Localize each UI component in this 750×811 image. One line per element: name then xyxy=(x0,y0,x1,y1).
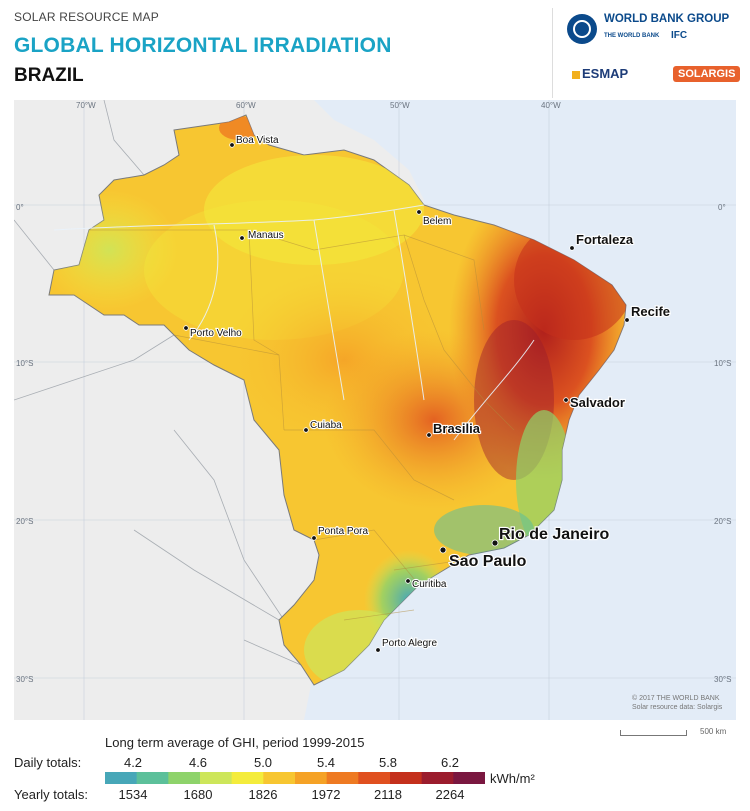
lat-label: 30°S xyxy=(714,675,731,684)
legend-yearly-tick: 2118 xyxy=(374,787,402,802)
legend-yearly-tick: 1534 xyxy=(118,787,148,802)
legend-daily-label: Daily totals: xyxy=(14,755,82,770)
city-label: Porto Velho xyxy=(190,328,242,339)
legend-yearly-tick: 1826 xyxy=(248,787,278,802)
city-dot xyxy=(311,535,317,541)
rivers xyxy=(53,204,535,441)
legend-daily-tick: 6.2 xyxy=(440,755,460,770)
legend-swatch xyxy=(200,772,233,784)
world-bank-name: WORLD BANK GROUP xyxy=(604,13,730,25)
city-dot xyxy=(439,546,447,554)
city-dot xyxy=(229,142,235,148)
page-title: GLOBAL HORIZONTAL IRRADIATION xyxy=(14,34,392,57)
legend-daily-tick: 5.0 xyxy=(253,755,273,770)
city-layer: Boa Vista Manaus Belem Fortaleza Recife Porto… xyxy=(183,134,671,653)
city-dot xyxy=(405,578,411,584)
country-borders xyxy=(14,100,302,666)
city-dot xyxy=(624,317,630,323)
city-dot xyxy=(416,209,422,215)
city-label: Sao Paulo xyxy=(449,553,527,570)
legend-swatch xyxy=(105,772,138,784)
city-dot xyxy=(563,397,569,403)
city-label: Porto Alegre xyxy=(382,638,437,649)
legend-swatch xyxy=(421,772,454,784)
city-dot xyxy=(375,647,381,653)
lat-label: 30°S xyxy=(16,675,33,684)
lon-label: 50°W xyxy=(390,101,410,110)
city-label: Boa Vista xyxy=(236,135,279,146)
scale-label: 500 km xyxy=(700,727,727,736)
world-bank-logo: WORLD BANK GROUP THE WORLD BANK IFC xyxy=(567,12,742,52)
credit-line: © 2017 THE WORLD BANK xyxy=(632,695,720,702)
lat-label: 20°S xyxy=(714,517,731,526)
esmap-logo: ESMAP xyxy=(572,66,628,81)
city-label: Curitiba xyxy=(412,579,447,590)
legend-daily-tick: 4.6 xyxy=(188,755,208,770)
city-dot xyxy=(183,325,189,331)
legend-swatch xyxy=(453,772,485,784)
map-panel[interactable]: 70°W 60°W 50°W 40°W 0° 10°S 20°S 30°S 0°… xyxy=(14,100,736,720)
legend-yearly-label: Yearly totals: xyxy=(14,787,88,802)
lon-label: 70°W xyxy=(76,101,96,110)
lat-label: 0° xyxy=(16,203,24,212)
country-title: BRAZIL xyxy=(14,65,84,86)
city-label: Belem xyxy=(423,216,451,227)
legend-swatch xyxy=(295,772,328,784)
solar-map[interactable]: 70°W 60°W 50°W 40°W 0° 10°S 20°S 30°S 0°… xyxy=(14,100,736,720)
solargis-logo: SOLARGIS xyxy=(673,66,741,82)
state-borders xyxy=(89,229,515,621)
map-credits: © 2017 THE WORLD BANK Solar resource dat… xyxy=(632,694,722,712)
city-label: Manaus xyxy=(248,230,284,241)
city-label: Recife xyxy=(631,304,670,319)
city-label: Ponta Pora xyxy=(318,526,368,537)
legend-unit: kWh/m² xyxy=(490,771,535,786)
legend-title: Long term average of GHI, period 1999-20… xyxy=(105,735,365,750)
city-label: Salvador xyxy=(570,395,625,410)
header-subtitle: SOLAR RESOURCE MAP xyxy=(14,10,159,24)
city-dot xyxy=(569,245,575,251)
legend-daily-tick: 5.4 xyxy=(316,755,336,770)
credit-line: Solar resource data: Solargis xyxy=(632,704,723,711)
legend-color-bar xyxy=(105,772,485,784)
lat-label: 10°S xyxy=(16,359,33,368)
legend-daily-tick: 4.2 xyxy=(123,755,143,770)
legend-swatch xyxy=(231,772,264,784)
legend-swatch xyxy=(168,772,201,784)
legend-swatch xyxy=(326,772,359,784)
lon-label: 60°W xyxy=(236,101,256,110)
legend-swatch xyxy=(358,772,391,784)
legend-daily-tick: 5.8 xyxy=(378,755,398,770)
city-dot xyxy=(426,432,432,438)
legend-swatch xyxy=(390,772,423,784)
lat-label: 0° xyxy=(718,203,726,212)
legend-swatch xyxy=(263,772,296,784)
scale-bar xyxy=(620,730,687,736)
world-bank-globe-icon xyxy=(567,14,597,44)
city-dot xyxy=(239,235,245,241)
city-label: Brasilia xyxy=(433,421,481,436)
world-bank-sub: THE WORLD BANK xyxy=(604,33,660,39)
ifc-logo: IFC xyxy=(671,30,688,41)
city-label: Fortaleza xyxy=(576,232,634,247)
city-dot xyxy=(491,539,499,547)
legend-yearly-tick: 2264 xyxy=(435,787,465,802)
lon-label: 40°W xyxy=(541,101,561,110)
city-label: Rio de Janeiro xyxy=(499,526,609,543)
legend-yearly-tick: 1680 xyxy=(183,787,213,802)
header-divider xyxy=(552,8,553,98)
city-label: Cuiaba xyxy=(310,420,342,431)
lat-label: 10°S xyxy=(714,359,731,368)
graticule-labels: 70°W 60°W 50°W 40°W 0° 10°S 20°S 30°S 0°… xyxy=(16,101,731,684)
legend-yearly-tick: 1972 xyxy=(311,787,341,802)
legend-swatch xyxy=(136,772,169,784)
lat-label: 20°S xyxy=(16,517,33,526)
city-dot xyxy=(303,427,309,433)
